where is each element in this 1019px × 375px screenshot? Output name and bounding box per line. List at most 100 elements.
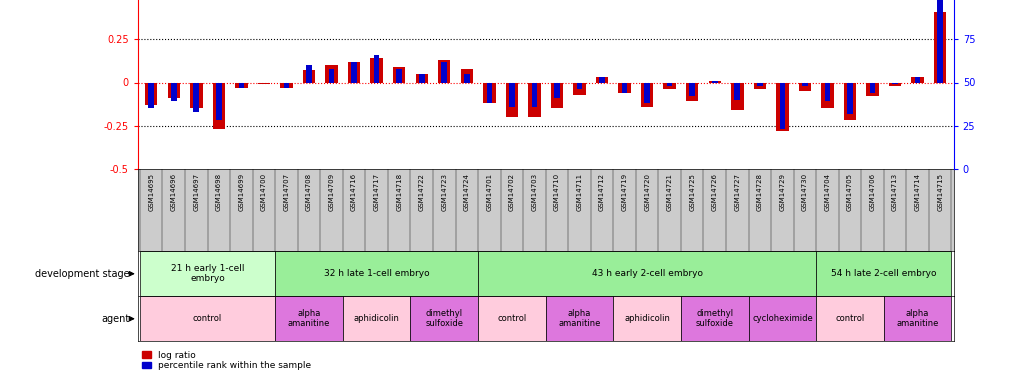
Bar	[258, 82, 270, 84]
Bar	[342, 296, 410, 341]
Bar	[545, 296, 612, 341]
Bar	[801, 82, 807, 86]
Text: aphidicolin: aphidicolin	[624, 314, 669, 323]
Text: GSM14718: GSM14718	[395, 173, 401, 211]
Bar	[823, 82, 829, 102]
Bar	[171, 82, 176, 102]
Bar	[351, 62, 357, 82]
Bar	[478, 251, 815, 296]
Text: GSM14719: GSM14719	[621, 173, 627, 211]
Bar	[140, 251, 275, 296]
Text: GSM14708: GSM14708	[306, 173, 312, 211]
Bar	[734, 82, 740, 100]
Bar	[689, 82, 694, 96]
Bar	[911, 77, 923, 82]
Bar	[396, 69, 401, 82]
Text: dimethyl
sulfoxide: dimethyl sulfoxide	[695, 309, 733, 328]
Bar	[914, 77, 919, 82]
Bar	[595, 77, 607, 82]
Text: GSM14699: GSM14699	[238, 173, 245, 211]
Bar	[283, 82, 289, 88]
Bar	[644, 82, 649, 103]
Bar	[612, 296, 681, 341]
Text: GSM14724: GSM14724	[464, 173, 470, 211]
Bar	[576, 82, 582, 89]
Bar	[779, 82, 785, 129]
Bar	[622, 82, 627, 93]
Bar	[212, 82, 225, 129]
Bar	[437, 60, 450, 82]
Text: GSM14710: GSM14710	[553, 173, 559, 211]
Bar	[505, 82, 518, 117]
Text: cycloheximide: cycloheximide	[751, 314, 812, 323]
Text: agent: agent	[101, 314, 129, 324]
Text: GSM14709: GSM14709	[328, 173, 334, 211]
Text: GSM14713: GSM14713	[892, 173, 897, 211]
Bar	[553, 82, 559, 98]
Bar	[815, 296, 882, 341]
Bar	[508, 82, 515, 106]
Bar	[140, 296, 275, 341]
Bar	[275, 296, 342, 341]
Text: 32 h late 1-cell embryo: 32 h late 1-cell embryo	[323, 269, 429, 278]
Bar	[373, 55, 379, 82]
Text: GSM14728: GSM14728	[756, 173, 762, 211]
Bar	[190, 82, 203, 108]
Bar	[145, 82, 157, 105]
Text: GSM14712: GSM14712	[598, 173, 604, 211]
Bar	[280, 82, 292, 88]
Bar	[325, 65, 337, 82]
Text: alpha
amanitine: alpha amanitine	[287, 309, 330, 328]
Text: GSM14707: GSM14707	[283, 173, 289, 211]
Text: alpha
amanitine: alpha amanitine	[896, 309, 937, 328]
Bar	[370, 58, 382, 82]
Bar	[478, 296, 545, 341]
Bar	[464, 74, 469, 82]
Text: GSM14704: GSM14704	[823, 173, 829, 211]
Bar	[666, 82, 672, 86]
Text: dimethyl
sulfoxide: dimethyl sulfoxide	[425, 309, 463, 328]
Bar	[328, 69, 334, 82]
Text: GSM14717: GSM14717	[373, 173, 379, 211]
Text: control: control	[835, 314, 864, 323]
Bar	[392, 67, 405, 82]
Text: control: control	[193, 314, 222, 323]
Text: alpha
amanitine: alpha amanitine	[557, 309, 600, 328]
Text: GSM14695: GSM14695	[148, 173, 154, 211]
Text: GSM14726: GSM14726	[711, 173, 717, 211]
Text: GSM14721: GSM14721	[666, 173, 672, 211]
Legend: log ratio, percentile rank within the sample: log ratio, percentile rank within the sa…	[142, 351, 311, 370]
Text: GSM14701: GSM14701	[486, 173, 492, 211]
Text: development stage: development stage	[35, 269, 129, 279]
Bar	[711, 81, 717, 82]
Bar	[865, 82, 878, 96]
Text: GSM14702: GSM14702	[508, 173, 515, 211]
Bar	[640, 82, 653, 106]
Text: GSM14723: GSM14723	[441, 173, 446, 211]
Bar	[303, 70, 315, 82]
Text: 21 h early 1-cell
embryo: 21 h early 1-cell embryo	[170, 264, 245, 284]
Text: GSM14715: GSM14715	[936, 173, 943, 211]
Bar	[686, 82, 698, 102]
Bar	[573, 82, 585, 94]
Bar	[528, 82, 540, 117]
Bar	[820, 82, 833, 108]
Bar	[461, 69, 473, 82]
Bar	[598, 77, 604, 82]
Bar	[235, 82, 248, 88]
Bar	[194, 82, 199, 112]
Text: GSM14711: GSM14711	[576, 173, 582, 211]
Bar	[216, 82, 221, 120]
Text: control: control	[497, 314, 526, 323]
Bar	[347, 62, 360, 82]
Text: GSM14698: GSM14698	[216, 173, 221, 211]
Bar	[618, 82, 630, 93]
Text: GSM14703: GSM14703	[531, 173, 537, 211]
Bar	[847, 82, 852, 114]
Bar	[167, 82, 179, 98]
Bar	[238, 82, 244, 88]
Bar	[275, 251, 478, 296]
Text: GSM14730: GSM14730	[801, 173, 807, 211]
Bar	[748, 296, 815, 341]
Bar	[410, 296, 478, 341]
